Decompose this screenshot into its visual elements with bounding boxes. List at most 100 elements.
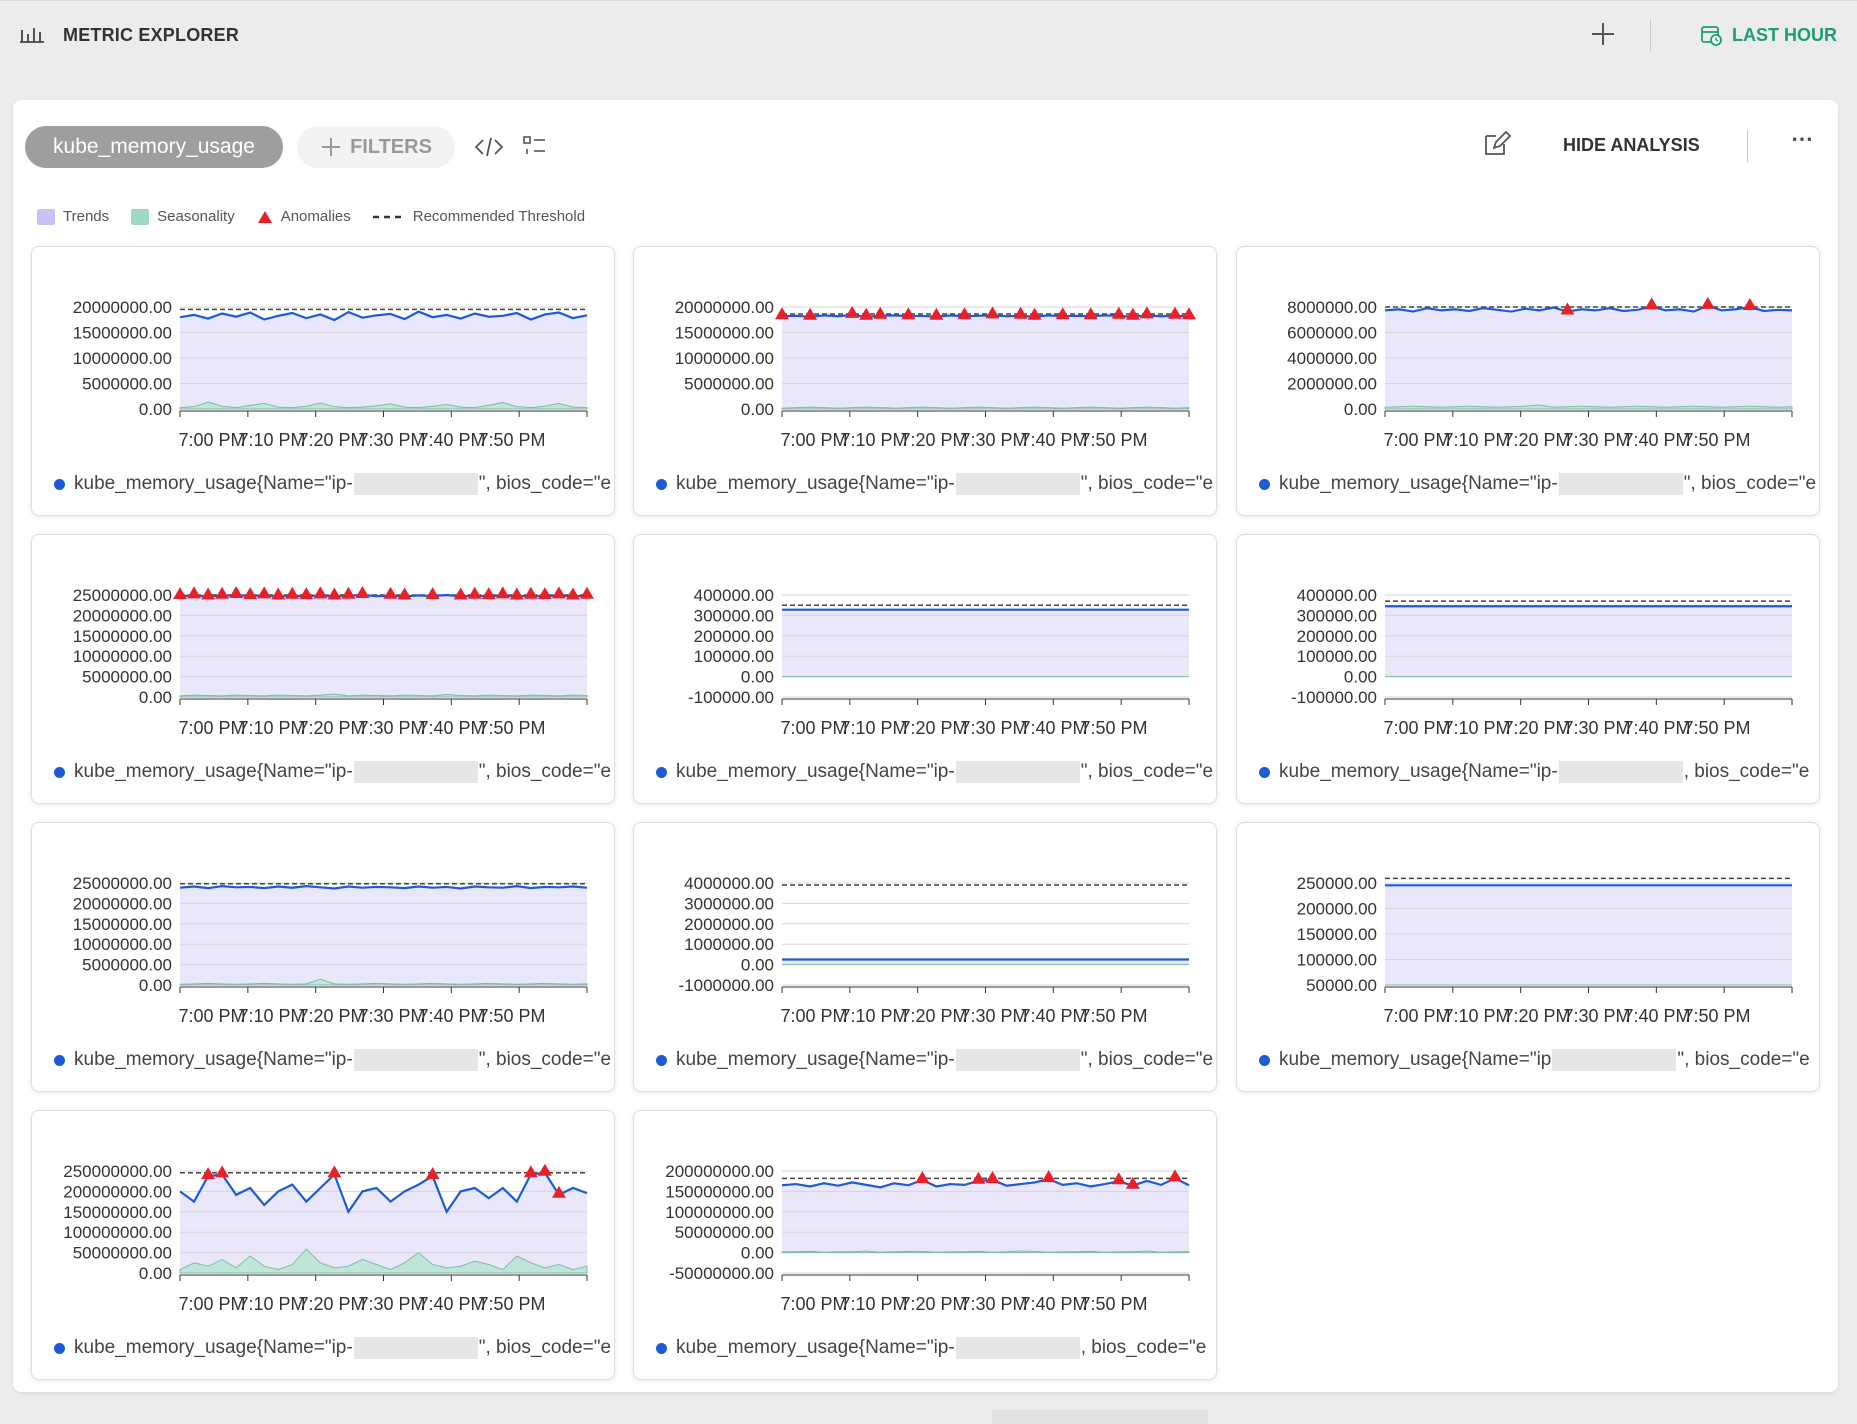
redacted-host (1558, 761, 1683, 783)
y-tick-label: 6000000.00 (1287, 324, 1377, 343)
header-divider (1650, 19, 1651, 51)
anomaly-marker (201, 587, 216, 600)
series-legend[interactable]: kube_memory_usage{Name="ip- ", bios_code=… (656, 1049, 1216, 1071)
anomaly-marker (1700, 296, 1715, 309)
metric-chart-card[interactable]: 20000000.00 15000000.00 10000000.00 5000000… (633, 246, 1217, 516)
series-legend[interactable]: kube_memory_usage{Name="ip- ", bios_code=… (54, 473, 614, 495)
trend-band (1385, 606, 1792, 677)
legend-label: Trends (63, 208, 110, 225)
series-legend[interactable]: kube_memory_usage{Name="ip- , bios_code="… (656, 1337, 1216, 1359)
series-legend[interactable]: kube_memory_usage{Name="ip- ", bios_code=… (54, 1049, 614, 1071)
trend-band (782, 314, 1189, 409)
series-name-prefix: kube_memory_usage{Name="ip- (676, 1049, 955, 1070)
series-legend[interactable]: kube_memory_usage{Name="ip- ", bios_code=… (54, 1337, 614, 1359)
metric-chart-card[interactable]: 25000000.00 20000000.00 15000000.00 1000000… (31, 534, 615, 804)
y-tick-label: 5000000.00 (82, 375, 172, 394)
y-tick-label: 400000.00 (694, 586, 774, 605)
x-tick-label: 7:30 PM (358, 718, 425, 738)
anomaly-marker (1167, 1169, 1182, 1182)
trend-band (180, 1172, 587, 1273)
trend-band (1385, 305, 1792, 409)
anomaly-marker (523, 586, 538, 599)
add-icon[interactable] (1588, 19, 1618, 49)
anomaly-marker (271, 587, 286, 600)
x-tick-label: 7:20 PM (900, 430, 967, 450)
anomaly-marker (929, 307, 944, 320)
x-tick-label: 7:50 PM (1080, 430, 1147, 450)
time-range-button[interactable]: LAST HOUR (1700, 24, 1837, 46)
anomaly-marker (397, 587, 412, 600)
series-legend[interactable]: kube_memory_usage{Name="ip- ", bios_code=… (1259, 473, 1819, 495)
legend-trends: Trends (37, 208, 109, 225)
x-tick-label: 7:50 PM (1683, 430, 1750, 450)
x-tick-label: 7:30 PM (1563, 718, 1630, 738)
metric-panel: kube_memory_usage FILTERS HIDE ANALYSIS … (13, 100, 1838, 1392)
y-tick-label: 5000000.00 (82, 668, 172, 687)
metric-series-line (1384, 304, 1793, 313)
anomaly-marker (453, 587, 468, 600)
series-legend[interactable]: kube_memory_usage{Name="ip- ", bios_code=… (54, 761, 614, 783)
series-legend[interactable]: kube_memory_usage{Name="ip- ", bios_code=… (656, 473, 1216, 495)
metric-chart-card[interactable]: 8000000.00 6000000.00 4000000.00 2000000.00… (1236, 246, 1820, 516)
y-tick-label: 0.00 (139, 688, 172, 707)
metric-series-line (179, 1171, 588, 1215)
series-name-suffix: ", bios_code="e (1080, 1049, 1214, 1070)
series-dot-icon (656, 766, 667, 778)
x-tick-label: 7:10 PM (238, 1006, 305, 1026)
metric-chart-card[interactable]: 20000000.00 15000000.00 10000000.00 5000000… (31, 246, 615, 516)
metric-selector[interactable]: kube_memory_usage (25, 126, 283, 168)
x-tick-label: 7:20 PM (298, 430, 365, 450)
redacted-footer (992, 1410, 1208, 1424)
series-legend[interactable]: kube_memory_usage{Name="ip ", bios_code="… (1259, 1049, 1819, 1071)
y-tick-label: 150000000.00 (63, 1203, 172, 1222)
metric-chart-card[interactable]: 4000000.00 3000000.00 2000000.00 1000000.00… (633, 822, 1217, 1092)
series-name-suffix: ", bios_code="e (478, 473, 612, 494)
legend-label: Seasonality (157, 208, 235, 225)
x-tick-label: 7:20 PM (298, 718, 365, 738)
y-tick-label: 100000.00 (1297, 951, 1377, 970)
x-tick-label: 7:50 PM (1080, 1006, 1147, 1026)
y-tick-label: 15000000.00 (73, 915, 172, 934)
metric-chart-card[interactable]: 200000000.00 150000000.00 100000000.00 5000… (633, 1110, 1217, 1380)
anomaly-marker (341, 586, 356, 599)
series-legend[interactable]: kube_memory_usage{Name="ip- , bios_code="… (1259, 761, 1819, 783)
metric-chart-card[interactable]: 250000000.00 200000000.00 150000000.00 1000… (31, 1110, 615, 1380)
x-tick-label: 7:00 PM (1383, 718, 1450, 738)
x-tick-label: 7:30 PM (960, 1006, 1027, 1026)
calendar-clock-icon (1701, 26, 1722, 46)
metric-chart-card[interactable]: 25000000.00 20000000.00 15000000.00 1000000… (31, 822, 615, 1092)
trend-band (1385, 885, 1792, 985)
more-options-icon[interactable]: ⋯ (1791, 126, 1814, 151)
x-tick-label: 7:00 PM (178, 430, 245, 450)
anomaly-marker (1027, 307, 1042, 320)
metric-chart-card[interactable]: 400000.00 300000.00 200000.00 100000.00 0.00… (633, 534, 1217, 804)
edit-icon[interactable] (1480, 128, 1512, 160)
filters-button[interactable]: FILTERS (297, 126, 455, 168)
x-tick-label: 7:30 PM (960, 430, 1027, 450)
y-tick-label: -100000.00 (688, 688, 774, 707)
redacted-host (1558, 473, 1683, 495)
y-tick-label: 200000.00 (694, 627, 774, 646)
y-tick-label: 400000.00 (1297, 586, 1377, 605)
seasonality-series (781, 1250, 1190, 1254)
series-legend[interactable]: kube_memory_usage{Name="ip- ", bios_code=… (656, 761, 1216, 783)
list-view-icon[interactable] (521, 132, 549, 160)
anomaly-marker (873, 306, 888, 319)
series-dot-icon (54, 478, 65, 490)
x-tick-label: 7:40 PM (1020, 1006, 1087, 1026)
series-dot-icon (54, 766, 65, 778)
hide-analysis-button[interactable]: HIDE ANALYSIS (1563, 135, 1700, 155)
metric-chart-card[interactable]: 250000.00 200000.00 150000.00 100000.00 5000… (1236, 822, 1820, 1092)
code-icon[interactable] (473, 132, 505, 162)
metric-chart-card[interactable]: 400000.00 300000.00 200000.00 100000.00 0.00… (1236, 534, 1820, 804)
series-name-prefix: kube_memory_usage{Name="ip- (74, 473, 353, 494)
anomaly-marker (523, 1165, 538, 1178)
series-name-prefix: kube_memory_usage{Name="ip- (74, 1049, 353, 1070)
x-tick-label: 7:30 PM (358, 1294, 425, 1314)
anomaly-marker (985, 1170, 1000, 1183)
anomaly-marker (1041, 1170, 1056, 1183)
y-tick-label: 2000000.00 (1287, 375, 1377, 394)
y-tick-label: 10000000.00 (73, 935, 172, 954)
y-tick-label: 4000000.00 (684, 874, 774, 893)
anomaly-marker (383, 586, 398, 599)
